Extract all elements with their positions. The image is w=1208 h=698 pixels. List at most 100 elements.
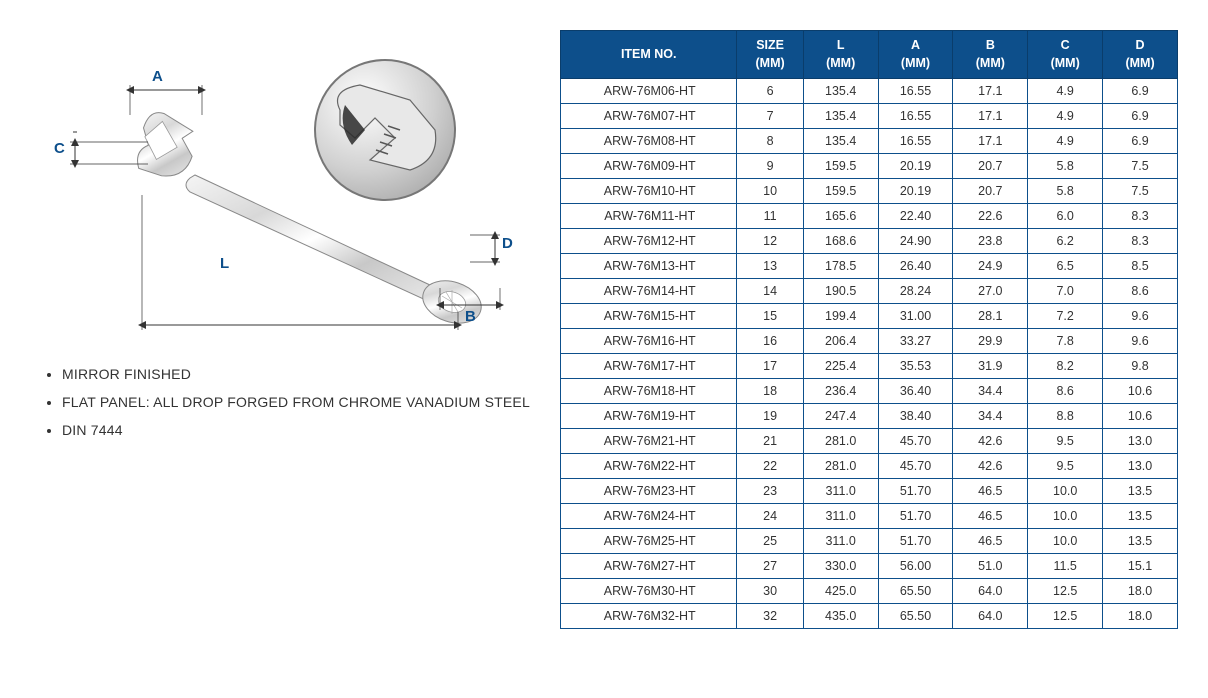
cell-value: 12.5 (1028, 579, 1103, 604)
table-row: ARW-76M24-HT24311.051.7046.510.013.5 (561, 504, 1178, 529)
col-header-line1: ITEM NO. (621, 47, 677, 61)
cell-value: 24.9 (953, 254, 1028, 279)
cell-value: 7 (737, 104, 803, 129)
cell-value: 46.5 (953, 479, 1028, 504)
cell-value: 14 (737, 279, 803, 304)
table-row: ARW-76M21-HT21281.045.7042.69.513.0 (561, 429, 1178, 454)
cell-value: 24 (737, 504, 803, 529)
cell-item-no: ARW-76M07-HT (561, 104, 737, 129)
cell-item-no: ARW-76M30-HT (561, 579, 737, 604)
col-header: B(MM) (953, 31, 1028, 79)
cell-value: 18.0 (1103, 604, 1178, 629)
cell-value: 206.4 (803, 329, 878, 354)
cell-value: 225.4 (803, 354, 878, 379)
cell-value: 9.6 (1103, 329, 1178, 354)
cell-value: 236.4 (803, 379, 878, 404)
cell-value: 4.9 (1028, 129, 1103, 154)
cell-value: 28.1 (953, 304, 1028, 329)
cell-value: 16.55 (878, 79, 953, 104)
cell-value: 13 (737, 254, 803, 279)
cell-value: 64.0 (953, 579, 1028, 604)
cell-item-no: ARW-76M23-HT (561, 479, 737, 504)
cell-value: 36.40 (878, 379, 953, 404)
cell-value: 16 (737, 329, 803, 354)
cell-value: 8.3 (1103, 229, 1178, 254)
cell-value: 22.6 (953, 204, 1028, 229)
cell-value: 20.19 (878, 179, 953, 204)
cell-value: 15.1 (1103, 554, 1178, 579)
cell-value: 27 (737, 554, 803, 579)
cell-value: 190.5 (803, 279, 878, 304)
table-row: ARW-76M30-HT30425.065.5064.012.518.0 (561, 579, 1178, 604)
cell-value: 178.5 (803, 254, 878, 279)
cell-value: 13.5 (1103, 529, 1178, 554)
table-row: ARW-76M19-HT19247.438.4034.48.810.6 (561, 404, 1178, 429)
cell-value: 6.5 (1028, 254, 1103, 279)
cell-value: 13.0 (1103, 454, 1178, 479)
cell-value: 29.9 (953, 329, 1028, 354)
cell-value: 11.5 (1028, 554, 1103, 579)
col-header: ITEM NO. (561, 31, 737, 79)
cell-value: 6.0 (1028, 204, 1103, 229)
cell-value: 26.40 (878, 254, 953, 279)
cell-value: 281.0 (803, 429, 878, 454)
col-header-line2: (MM) (756, 56, 785, 70)
dim-label-d: D (502, 235, 513, 252)
cell-item-no: ARW-76M17-HT (561, 354, 737, 379)
cell-item-no: ARW-76M18-HT (561, 379, 737, 404)
cell-value: 30 (737, 579, 803, 604)
cell-value: 425.0 (803, 579, 878, 604)
cell-value: 7.8 (1028, 329, 1103, 354)
table-row: ARW-76M32-HT32435.065.5064.012.518.0 (561, 604, 1178, 629)
cell-item-no: ARW-76M24-HT (561, 504, 737, 529)
cell-item-no: ARW-76M22-HT (561, 454, 737, 479)
cell-value: 17.1 (953, 79, 1028, 104)
cell-value: 9.5 (1028, 429, 1103, 454)
cell-value: 20.7 (953, 179, 1028, 204)
cell-item-no: ARW-76M15-HT (561, 304, 737, 329)
cell-item-no: ARW-76M09-HT (561, 154, 737, 179)
cell-value: 23 (737, 479, 803, 504)
cell-value: 45.70 (878, 429, 953, 454)
cell-value: 5.8 (1028, 154, 1103, 179)
col-header-line2: (MM) (976, 56, 1005, 70)
cell-value: 311.0 (803, 504, 878, 529)
cell-value: 24.90 (878, 229, 953, 254)
cell-value: 8.6 (1028, 379, 1103, 404)
cell-item-no: ARW-76M08-HT (561, 129, 737, 154)
cell-item-no: ARW-76M12-HT (561, 229, 737, 254)
col-header-line2: (MM) (901, 56, 930, 70)
col-header: SIZE(MM) (737, 31, 803, 79)
table-row: ARW-76M10-HT10159.520.1920.75.87.5 (561, 179, 1178, 204)
cell-value: 13.0 (1103, 429, 1178, 454)
table-row: ARW-76M23-HT23311.051.7046.510.013.5 (561, 479, 1178, 504)
cell-value: 6.9 (1103, 129, 1178, 154)
cell-value: 64.0 (953, 604, 1028, 629)
table-row: ARW-76M12-HT12168.624.9023.86.28.3 (561, 229, 1178, 254)
cell-value: 34.4 (953, 379, 1028, 404)
cell-value: 23.8 (953, 229, 1028, 254)
cell-value: 8.2 (1028, 354, 1103, 379)
col-header-line2: (MM) (1125, 56, 1154, 70)
cell-value: 281.0 (803, 454, 878, 479)
cell-value: 13.5 (1103, 479, 1178, 504)
cell-value: 9.8 (1103, 354, 1178, 379)
cell-value: 6.9 (1103, 79, 1178, 104)
cell-value: 25 (737, 529, 803, 554)
cell-value: 5.8 (1028, 179, 1103, 204)
cell-value: 22.40 (878, 204, 953, 229)
cell-value: 17.1 (953, 129, 1028, 154)
col-header-line1: D (1136, 38, 1145, 52)
cell-value: 42.6 (953, 429, 1028, 454)
cell-value: 8.5 (1103, 254, 1178, 279)
cell-value: 20.7 (953, 154, 1028, 179)
cell-value: 10.0 (1028, 504, 1103, 529)
cell-value: 33.27 (878, 329, 953, 354)
table-row: ARW-76M22-HT22281.045.7042.69.513.0 (561, 454, 1178, 479)
cell-value: 8.6 (1103, 279, 1178, 304)
right-panel: ITEM NO.SIZE(MM)L(MM)A(MM)B(MM)C(MM)D(MM… (560, 30, 1178, 668)
cell-value: 135.4 (803, 104, 878, 129)
wrench-diagram: A C L B D (40, 30, 530, 340)
cell-value: 6 (737, 79, 803, 104)
cell-value: 42.6 (953, 454, 1028, 479)
